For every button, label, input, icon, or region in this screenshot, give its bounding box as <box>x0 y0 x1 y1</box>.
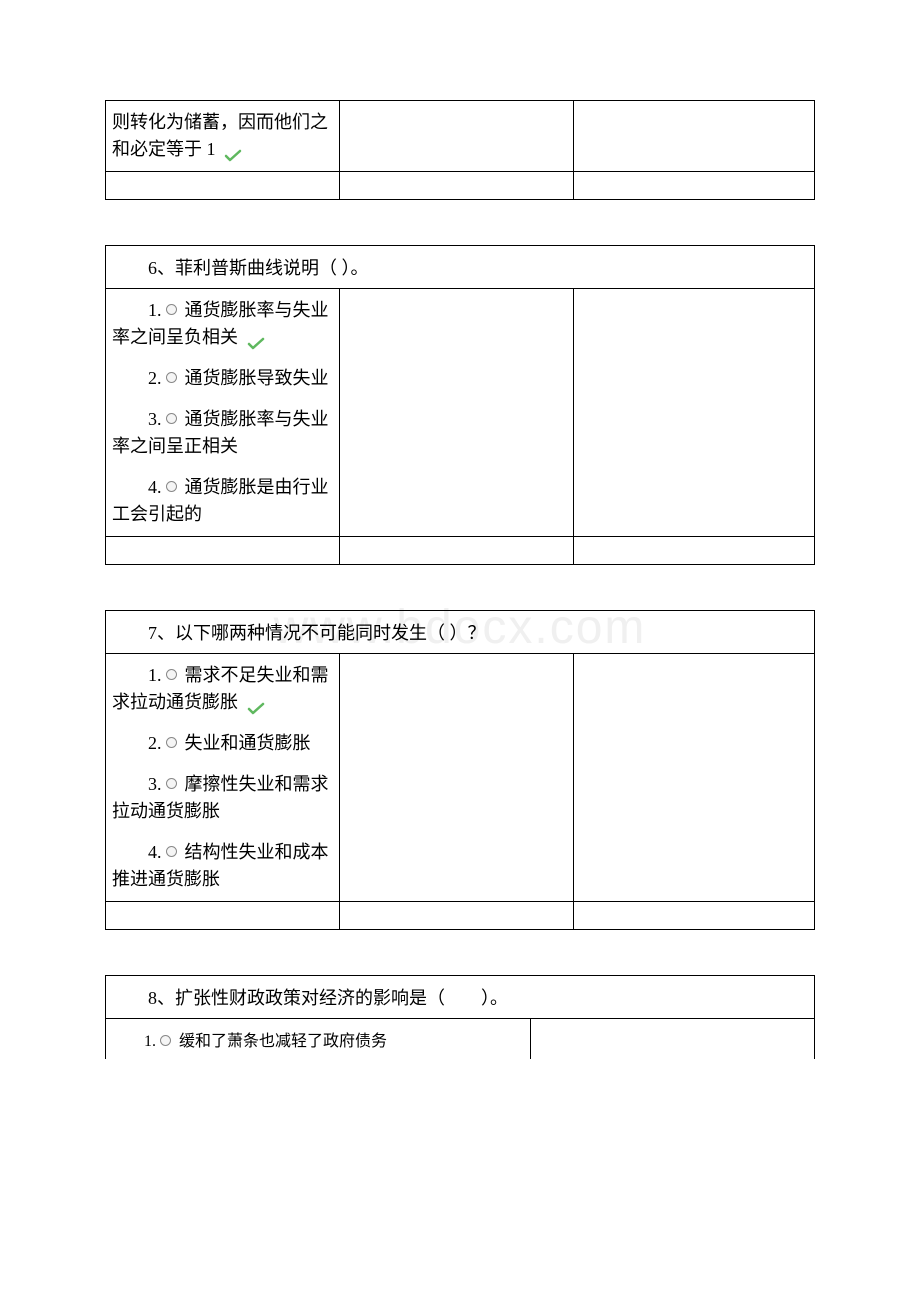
radio-icon[interactable] <box>166 737 177 748</box>
q7-mid-cell <box>339 654 573 902</box>
question-8-number: 8 <box>148 988 157 1008</box>
fragment-option-text: 则转化为储蓄，因而他们之和必定等于 1 <box>112 112 328 159</box>
q6-opt3-num: 3. <box>148 409 162 429</box>
radio-icon[interactable] <box>166 304 177 315</box>
radio-icon[interactable] <box>166 669 177 680</box>
question-7-text: 以下哪两种情况不可能同时发生（ ）？ <box>175 623 486 643</box>
q6-option-3[interactable]: 3.通货膨胀率与失业率之间呈正相关 <box>112 406 333 460</box>
question-6-header: 6、菲利普斯曲线说明（ ）。 <box>106 246 815 289</box>
check-icon <box>247 332 265 346</box>
q6-option-4[interactable]: 4.通货膨胀是由行业工会引起的 <box>112 474 333 528</box>
question-8-text: 扩张性财政政策对经济的影响是（ ）。 <box>175 988 508 1008</box>
q7-option-1[interactable]: 1.需求不足失业和需求拉动通货膨胀 <box>112 662 333 716</box>
fragment-footer-right <box>573 172 814 200</box>
q7-option-3[interactable]: 3.摩擦性失业和需求拉动通货膨胀 <box>112 771 333 825</box>
fragment-right-cell <box>573 101 814 172</box>
q7-right-cell <box>573 654 814 902</box>
q6-mid-cell <box>339 289 573 537</box>
q6-opt2-text: 通货膨胀导致失业 <box>185 368 329 388</box>
q6-option-1[interactable]: 1.通货膨胀率与失业率之间呈负相关 <box>112 297 333 351</box>
q7-footer-right <box>573 902 814 930</box>
question-8-header: 8、扩张性财政政策对经济的影响是（ ）。 <box>106 976 815 1019</box>
q6-right-cell <box>573 289 814 537</box>
q6-opt2-num: 2. <box>148 368 162 388</box>
q7-footer-mid <box>339 902 573 930</box>
question-6-number: 6 <box>148 258 157 278</box>
check-icon <box>224 144 242 158</box>
question-7-number: 7 <box>148 623 157 643</box>
q8-opt1-text: 缓和了萧条也减轻了政府债务 <box>179 1033 387 1050</box>
q6-opt1-num: 1. <box>148 300 162 320</box>
q7-opt2-text: 失业和通货膨胀 <box>185 733 311 753</box>
q6-footer-mid <box>339 537 573 565</box>
q7-option-2[interactable]: 2. 失业和通货膨胀 <box>112 730 333 757</box>
question-6-text: 菲利普斯曲线说明（ ）。 <box>175 258 369 278</box>
radio-icon[interactable] <box>166 846 177 857</box>
question-7-header: 7、以下哪两种情况不可能同时发生（ ）？ <box>106 611 815 654</box>
radio-icon[interactable] <box>160 1035 171 1046</box>
fragment-option-cell: 则转化为储蓄，因而他们之和必定等于 1 <box>106 101 340 172</box>
q7-option-4[interactable]: 4.结构性失业和成本推进通货膨胀 <box>112 839 333 893</box>
question-fragment-table: 则转化为储蓄，因而他们之和必定等于 1 <box>105 100 815 200</box>
q7-opt4-text: 结构性失业和成本推进通货膨胀 <box>112 842 329 889</box>
q8-option-1[interactable]: 1. 缓和了萧条也减轻了政府债务 <box>112 1027 524 1051</box>
q7-opt4-num: 4. <box>148 842 162 862</box>
page-content: 则转化为储蓄，因而他们之和必定等于 1 6、菲利普斯曲线说明（ ）。 <box>0 0 920 1119</box>
q8-right-cell <box>531 1019 815 1060</box>
question-6-options-cell: 1.通货膨胀率与失业率之间呈负相关 2.通货膨胀导致失业 3.通货膨胀率与失业率… <box>106 289 340 537</box>
question-6-table: 6、菲利普斯曲线说明（ ）。 1.通货膨胀率与失业率之间呈负相关 2. 通货膨胀导… <box>105 245 815 565</box>
q7-opt1-text: 需求不足失业和需求拉动通货膨胀 <box>112 665 329 712</box>
q6-opt4-num: 4. <box>148 477 162 497</box>
q6-opt1-text: 通货膨胀率与失业率之间呈负相关 <box>112 300 329 347</box>
q6-option-2[interactable]: 2. 通货膨胀导致失业 <box>112 365 333 392</box>
radio-icon[interactable] <box>166 413 177 424</box>
fragment-footer-mid <box>339 172 573 200</box>
q6-footer-right <box>573 537 814 565</box>
q7-opt3-text: 摩擦性失业和需求拉动通货膨胀 <box>112 774 329 821</box>
radio-icon[interactable] <box>166 778 177 789</box>
q7-footer-left <box>106 902 340 930</box>
check-icon <box>247 697 265 711</box>
q6-footer-left <box>106 537 340 565</box>
q7-opt1-num: 1. <box>148 665 162 685</box>
q7-opt2-num: 2. <box>148 733 162 753</box>
question-8-table: 8、扩张性财政政策对经济的影响是（ ）。 1. 缓和了萧条也减轻了政府债务 <box>105 975 815 1059</box>
radio-icon[interactable] <box>166 372 177 383</box>
question-8-options-cell: 1. 缓和了萧条也减轻了政府债务 <box>106 1019 531 1060</box>
q6-opt4-text: 通货膨胀是由行业工会引起的 <box>112 477 329 524</box>
fragment-mid-cell <box>339 101 573 172</box>
q8-opt1-num: 1. <box>144 1033 156 1050</box>
radio-icon[interactable] <box>166 481 177 492</box>
question-7-table: 7、以下哪两种情况不可能同时发生（ ）？ 1.需求不足失业和需求拉动通货膨胀 2… <box>105 610 815 930</box>
q7-opt3-num: 3. <box>148 774 162 794</box>
q6-opt3-text: 通货膨胀率与失业率之间呈正相关 <box>112 409 329 456</box>
fragment-footer-left <box>106 172 340 200</box>
question-7-options-cell: 1.需求不足失业和需求拉动通货膨胀 2. 失业和通货膨胀 3.摩擦性失业和需求拉动… <box>106 654 340 902</box>
